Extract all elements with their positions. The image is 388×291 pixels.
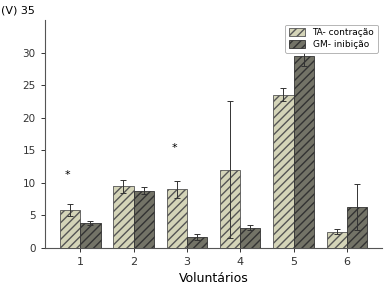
Bar <box>347 207 367 248</box>
Bar <box>273 95 293 248</box>
Text: (V) 35: (V) 35 <box>1 6 35 15</box>
Bar <box>166 189 187 248</box>
X-axis label: Voluntários: Voluntários <box>178 272 248 285</box>
Bar <box>60 210 80 248</box>
Legend: TA- contração, GM- inibição: TA- contração, GM- inibição <box>286 24 378 53</box>
Bar <box>240 228 260 248</box>
Bar <box>293 56 314 248</box>
Bar <box>80 223 100 248</box>
Text: *: * <box>171 143 177 153</box>
Bar <box>133 191 154 248</box>
Bar <box>187 237 207 248</box>
Bar <box>113 186 133 248</box>
Bar <box>327 232 347 248</box>
Bar <box>220 170 240 248</box>
Text: *: * <box>65 170 70 180</box>
